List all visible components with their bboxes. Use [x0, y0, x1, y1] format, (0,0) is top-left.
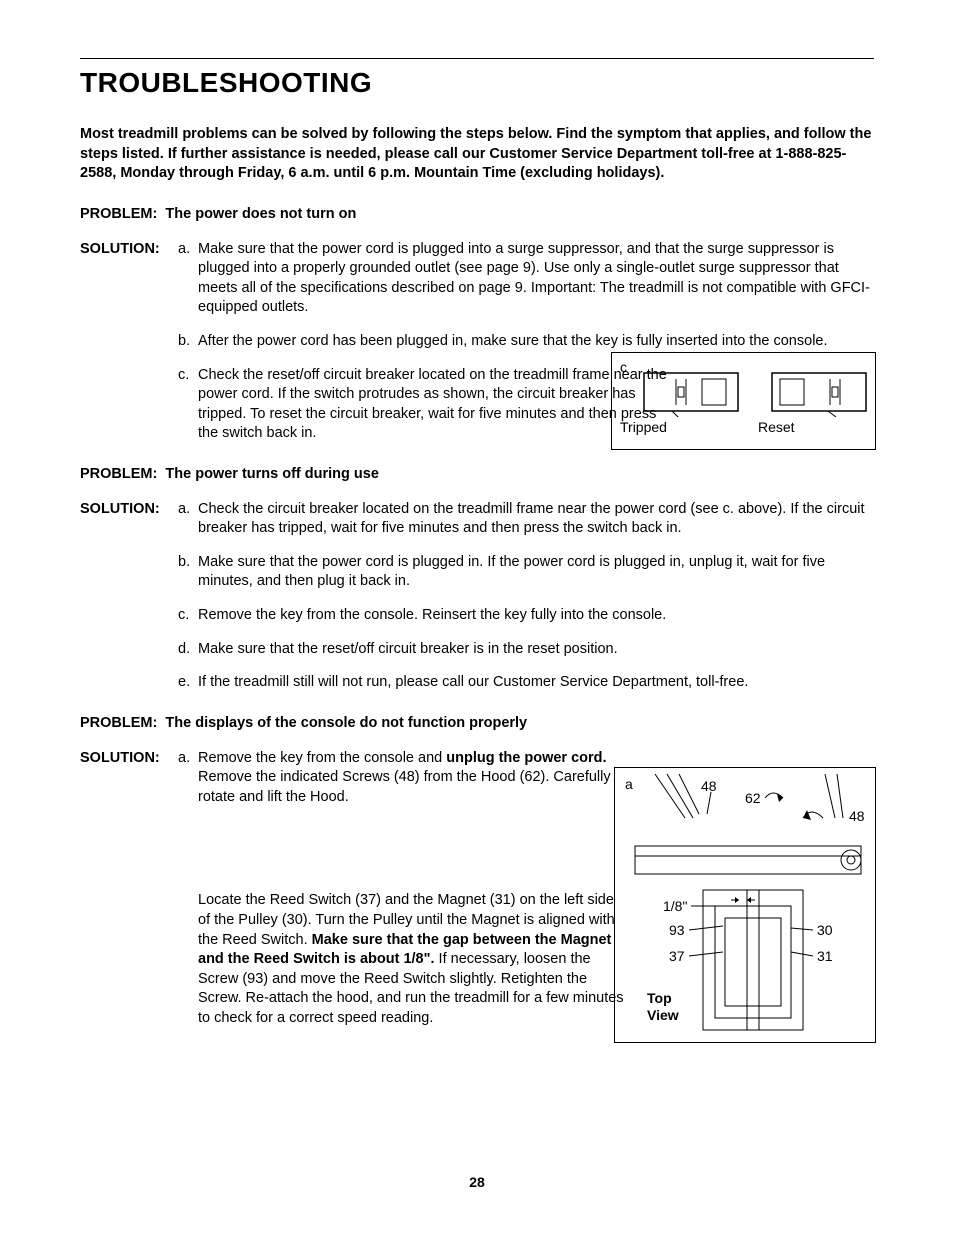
item-letter: a.: [178, 240, 198, 318]
callout-93: 93: [669, 922, 685, 938]
figure-reed-switch: a 48 62 48 1/8" 93 37 30 31 Top View: [614, 767, 876, 1043]
figure-circuit-breaker: c Tripped Reset: [611, 352, 876, 450]
solution-1b: After the power cord has been plugged in…: [198, 332, 874, 352]
solution-label: SOLUTION:: [80, 500, 178, 539]
figure-c-label: c: [620, 359, 627, 375]
problem-1-title: The power does not turn on: [165, 206, 356, 222]
solution-1a: Make sure that the power cord is plugged…: [198, 240, 874, 318]
solution-1c: Check the reset/off circuit breaker loca…: [198, 366, 678, 444]
item-letter: b.: [178, 553, 198, 592]
callout-48b: 48: [849, 808, 865, 824]
item-letter: b.: [178, 332, 198, 352]
item-letter: d.: [178, 640, 198, 660]
item-letter: c.: [178, 606, 198, 626]
callout-30: 30: [817, 922, 833, 938]
callout-62: 62: [745, 790, 761, 806]
solution-2b: Make sure that the power cord is plugged…: [198, 553, 874, 592]
callout-48: 48: [701, 778, 717, 794]
page-heading: TROUBLESHOOTING: [80, 67, 874, 99]
item-letter: c.: [178, 366, 198, 444]
solution-2c: Remove the key from the console. Reinser…: [198, 606, 874, 626]
solution-2d: Make sure that the reset/off circuit bre…: [198, 640, 874, 660]
solution-2e: If the treadmill still will not run, ple…: [198, 673, 874, 693]
problem-label: PROBLEM:: [80, 466, 157, 482]
item-letter: e.: [178, 673, 198, 693]
tripped-switch-icon: [642, 361, 742, 417]
problem-label: PROBLEM:: [80, 206, 157, 222]
reset-switch-icon: [770, 361, 870, 417]
page-number: 28: [0, 1174, 954, 1190]
callout-31: 31: [817, 948, 833, 964]
solution-label: SOLUTION:: [80, 749, 178, 808]
callout-37: 37: [669, 948, 685, 964]
problem-label: PROBLEM:: [80, 715, 157, 731]
item-letter: a.: [178, 500, 198, 539]
solution-3a: Remove the key from the console and unpl…: [198, 749, 628, 808]
solution-label: SOLUTION:: [80, 240, 178, 318]
solution-3a-part2: Locate the Reed Switch (37) and the Magn…: [198, 891, 628, 1028]
callout-gap: 1/8": [663, 898, 687, 914]
item-letter: a.: [178, 749, 198, 808]
intro-text: Most treadmill problems can be solved by…: [80, 125, 874, 184]
problem-2-title: The power turns off during use: [165, 466, 378, 482]
figure-c-reset-label: Reset: [758, 419, 795, 435]
figure-c-tripped-label: Tripped: [620, 419, 667, 435]
figure-a-label: a: [625, 776, 633, 792]
problem-3-title: The displays of the console do not funct…: [165, 715, 527, 731]
solution-2a: Check the circuit breaker located on the…: [198, 500, 874, 539]
